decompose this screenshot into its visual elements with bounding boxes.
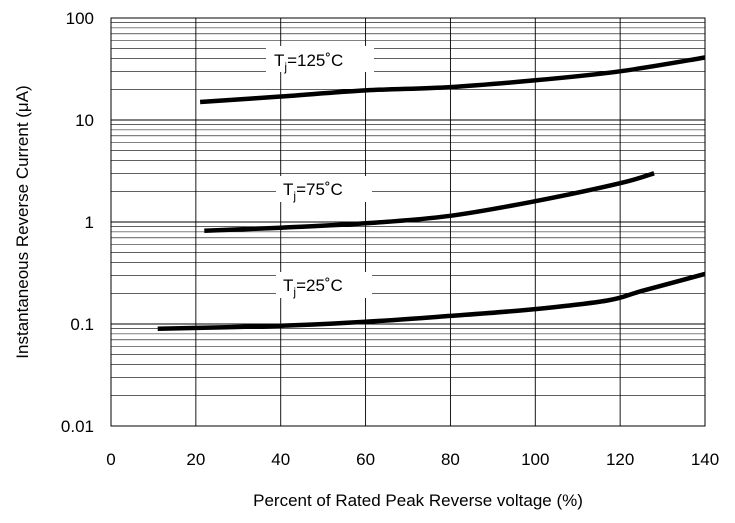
series-label-125: Tj=125˚C (274, 51, 343, 74)
x-tick-label: 20 (186, 450, 205, 469)
series-line-1 (204, 171, 655, 234)
plot-border (110, 17, 706, 427)
series-line-0 (199, 55, 706, 105)
y-axis-title: Instantaneous Reverse Current (μA) (13, 85, 32, 358)
series-line-2 (157, 271, 706, 331)
y-tick-label: 0.1 (70, 315, 94, 334)
x-tick-label: 100 (521, 450, 549, 469)
x-tick-label: 60 (356, 450, 375, 469)
series-label-bg-75 (276, 176, 372, 202)
y-tick-label: 100 (66, 9, 94, 28)
y-tick-label: 0.01 (61, 417, 94, 436)
series-label-bg-25 (276, 272, 372, 298)
x-tick-label: 140 (691, 450, 719, 469)
x-tick-label: 40 (271, 450, 290, 469)
series-label-bg-125 (266, 46, 374, 72)
series-curves (157, 55, 706, 331)
y-tick-label: 1 (85, 213, 94, 232)
x-tick-labels: 0 20 40 60 80 100 120 140 (106, 450, 719, 469)
y-tick-label: 10 (75, 111, 94, 130)
x-tick-label: 0 (106, 450, 115, 469)
x-tick-label: 80 (441, 450, 460, 469)
x-tick-label: 120 (606, 450, 634, 469)
y-tick-labels: 0.01 0.1 1 10 100 (61, 9, 94, 436)
series-labels: Tj=125˚C Tj=75˚C Tj=25˚C (266, 46, 374, 299)
series-label-75: Tj=75˚C (283, 180, 343, 203)
x-axis-title: Percent of Rated Peak Reverse voltage (%… (253, 491, 583, 510)
series-label-25: Tj=25˚C (283, 276, 343, 299)
plot-frame (110, 17, 706, 427)
